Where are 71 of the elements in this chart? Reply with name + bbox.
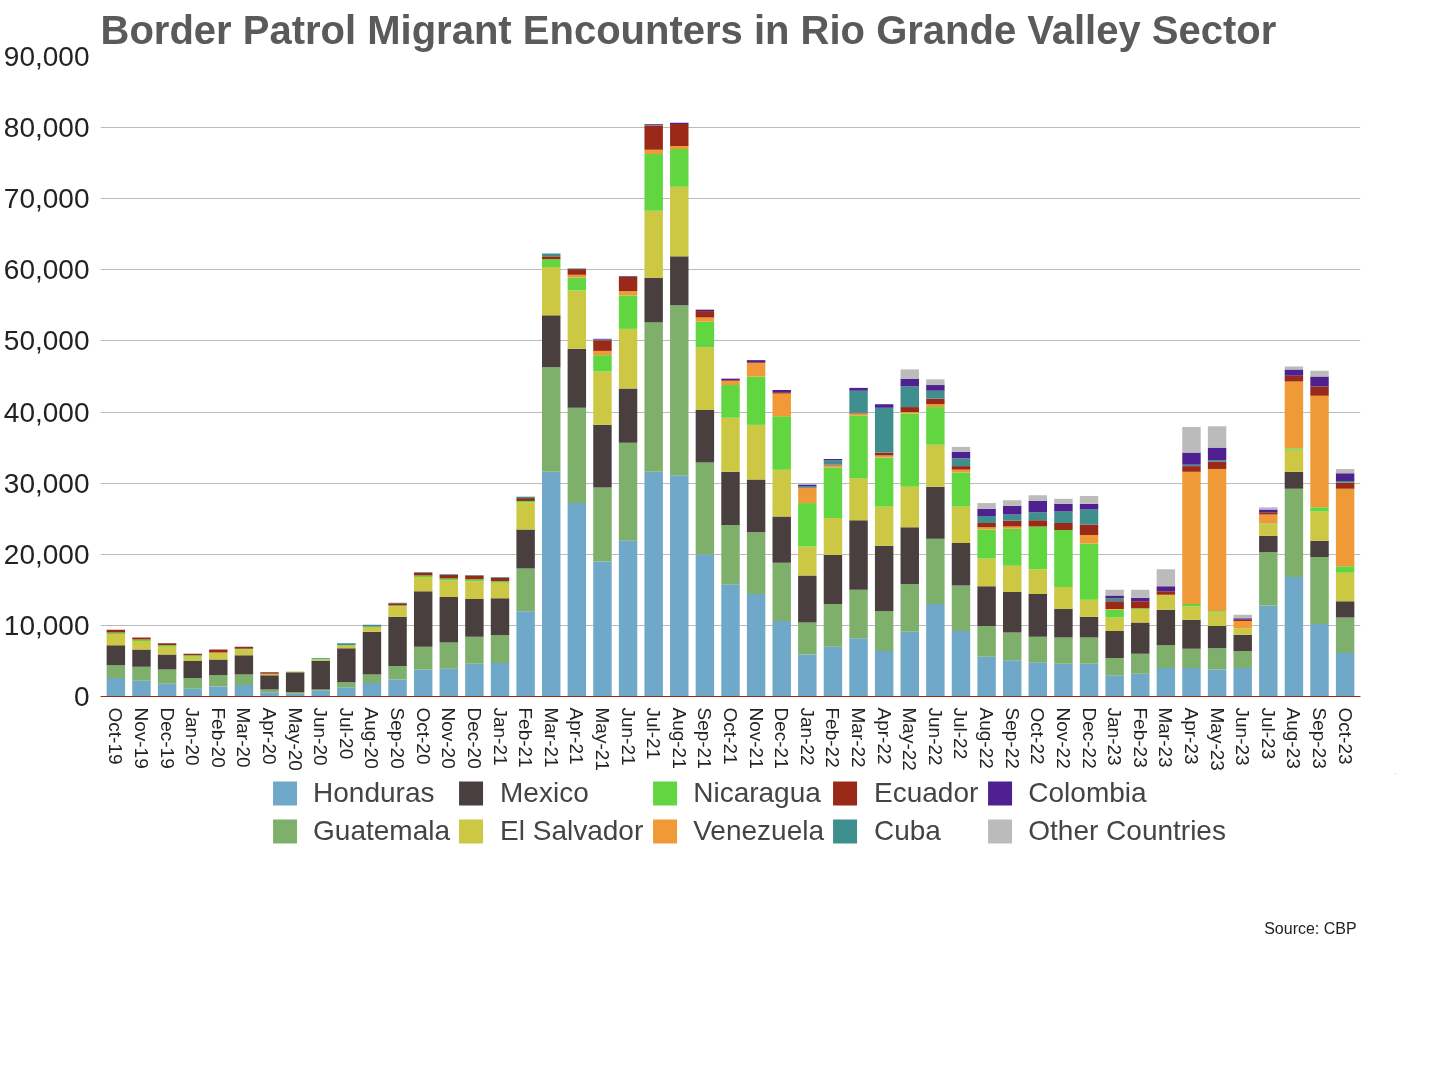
x-tick-label: Feb-23: [1129, 707, 1151, 768]
legend-label: Mexico: [500, 777, 589, 809]
x-tick-label: Feb-22: [822, 707, 844, 768]
legend-label: Colombia: [1028, 777, 1147, 809]
x-tick-label: Jan-21: [489, 707, 511, 766]
x-tick-label: Nov-21: [745, 707, 767, 769]
y-tick-label: 60,000: [3, 254, 90, 286]
x-tick-label: Mar-23: [1155, 707, 1177, 768]
legend-label: Guatemala: [313, 815, 451, 847]
legend-label: Ecuador: [874, 777, 979, 809]
x-tick-label: Dec-20: [463, 707, 485, 769]
x-tick-label: Apr-23: [1180, 707, 1202, 765]
x-tick-label: Jun-21: [617, 707, 639, 766]
x-tick-label: Nov-20: [438, 707, 460, 769]
chart-title: Border Patrol Migrant Encounters in Rio Grande Valley Sector: [100, 7, 1277, 52]
x-tick-label: Mar-22: [848, 707, 870, 768]
x-tick-label: Jul-21: [643, 707, 665, 760]
y-tick-label: 10,000: [3, 609, 90, 641]
y-tick-label: 40,000: [3, 396, 90, 428]
x-tick-label: Mar-21: [540, 707, 562, 768]
x-tick-label: Sep-22: [1001, 707, 1023, 769]
legend-label: Honduras: [313, 777, 435, 809]
x-tick-label: Jul-23: [1257, 707, 1279, 760]
x-tick-label: May-20: [284, 707, 306, 771]
legend-label: El Salvador: [500, 815, 644, 847]
x-tick-label: Jan-20: [182, 707, 204, 766]
x-tick-label: Apr-21: [566, 707, 588, 765]
x-tick-label: Dec-21: [771, 707, 793, 769]
y-tick-label: 30,000: [3, 467, 90, 499]
source-note: Source: CBP: [1264, 919, 1357, 937]
x-tick-label: Jun-20: [310, 707, 332, 766]
x-tick-label: May-23: [1206, 707, 1228, 771]
legend-label: Other Countries: [1028, 815, 1226, 847]
x-tick-label: Oct-22: [1027, 707, 1049, 765]
x-tick-label: Jul-22: [950, 707, 972, 760]
y-tick-label: 80,000: [3, 112, 90, 144]
x-tick-label: Jun-23: [1232, 707, 1254, 766]
y-tick-label: 0: [73, 681, 90, 712]
x-tick-label: May-22: [899, 707, 921, 771]
x-tick-label: Oct-21: [720, 707, 741, 765]
x-tick-label: Aug-20: [361, 707, 383, 769]
x-tick-label: Sep-23: [1309, 707, 1331, 769]
x-tick-label: Jan-23: [1104, 707, 1126, 766]
legend-label: Venezuela: [693, 815, 825, 847]
x-tick-label: Sep-21: [694, 707, 716, 769]
x-tick-label: Apr-20: [259, 707, 281, 765]
x-tick-label: Jul-20: [335, 707, 357, 760]
x-tick-label: Dec-22: [1078, 707, 1100, 769]
x-tick-label: Feb-20: [207, 707, 229, 768]
x-tick-label: Apr-22: [873, 707, 895, 765]
y-tick-label: 90,000: [3, 41, 90, 72]
y-tick-label: 70,000: [3, 183, 90, 215]
x-tick-label: Mar-20: [233, 707, 255, 768]
x-tick-label: Oct-20: [412, 707, 434, 765]
x-tick-label: Dec-19: [156, 707, 178, 769]
x-tick-label: Oct-19: [105, 707, 127, 765]
x-tick-label: Aug-22: [976, 707, 998, 769]
x-tick-label: Jun-22: [924, 707, 946, 766]
x-tick-label: Sep-20: [387, 707, 409, 769]
x-tick-label: Feb-21: [515, 707, 537, 768]
x-tick-label: Aug-21: [668, 707, 690, 769]
x-tick-label: May-21: [591, 707, 613, 771]
x-tick-label: Aug-23: [1283, 707, 1305, 769]
y-tick-label: 20,000: [3, 538, 90, 570]
x-tick-label: Nov-19: [130, 707, 152, 769]
legend-label: Cuba: [874, 815, 941, 847]
y-tick-label: 50,000: [3, 325, 90, 357]
x-tick-label: Nov-22: [1052, 707, 1074, 769]
legend-label: Nicaragua: [693, 777, 821, 809]
x-tick-label: Oct-23: [1334, 707, 1356, 765]
x-tick-label: Jan-22: [796, 707, 818, 766]
